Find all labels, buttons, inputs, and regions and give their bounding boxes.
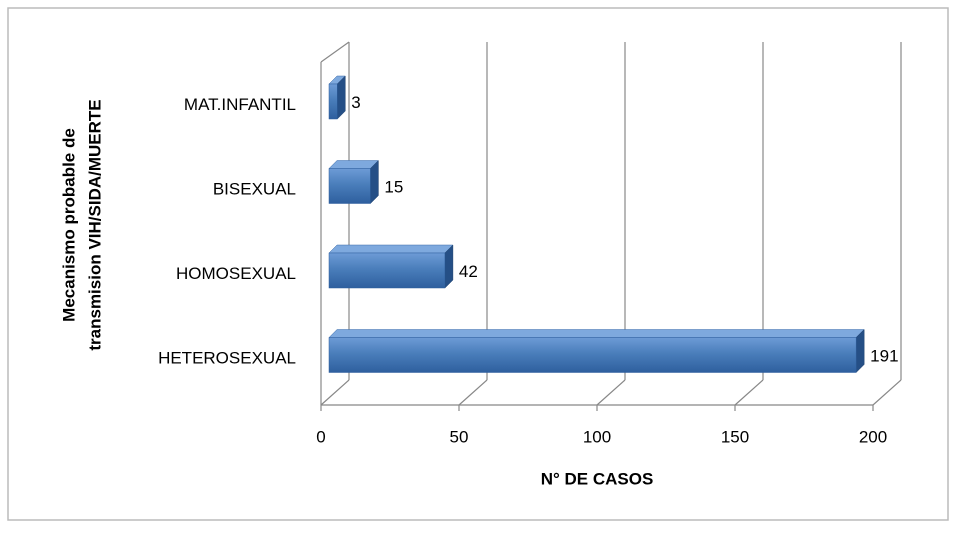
y-tick-label: MAT.INFANTIL: [184, 95, 296, 114]
y-tick-label: BISEXUAL: [213, 179, 296, 198]
data-label: 191: [870, 346, 898, 365]
x-tick-label: 100: [583, 427, 611, 446]
bar: [328, 337, 857, 373]
y-axis-label-line: transmision VIH/SIDA/MUERTE: [85, 99, 104, 350]
floor-line: [872, 379, 902, 406]
bar-top: [328, 244, 454, 254]
chart-border: [7, 7, 949, 521]
x-axis-label: N° DE CASOS: [541, 469, 654, 488]
floor-line: [320, 379, 350, 406]
bar-side: [855, 328, 865, 374]
floor-line: [458, 379, 488, 406]
bar-side: [370, 159, 379, 205]
data-label: 3: [351, 93, 360, 112]
bar-side: [444, 244, 454, 289]
y-axis-label: Mecanismo probable de transmision VIH/SI…: [59, 99, 104, 350]
y-tick-label: HETEROSEXUAL: [158, 348, 296, 367]
x-tick-label: 0: [316, 427, 325, 446]
x-tick-label: 150: [721, 427, 749, 446]
y-tick-label: HOMOSEXUAL: [176, 264, 296, 283]
x-tick-label: 50: [450, 427, 469, 446]
data-label: 42: [459, 262, 478, 281]
bar: [328, 83, 338, 120]
bar-top: [328, 160, 380, 169]
data-label: 15: [384, 177, 403, 196]
floor-line: [596, 379, 626, 406]
bar-top: [328, 329, 865, 338]
floor-line: [734, 379, 764, 406]
bar-side: [337, 75, 346, 120]
bar: [328, 252, 446, 289]
x-tick-label: 200: [859, 427, 887, 446]
bar: [328, 168, 371, 204]
y-axis-label-line: Mecanismo probable de: [59, 128, 78, 322]
